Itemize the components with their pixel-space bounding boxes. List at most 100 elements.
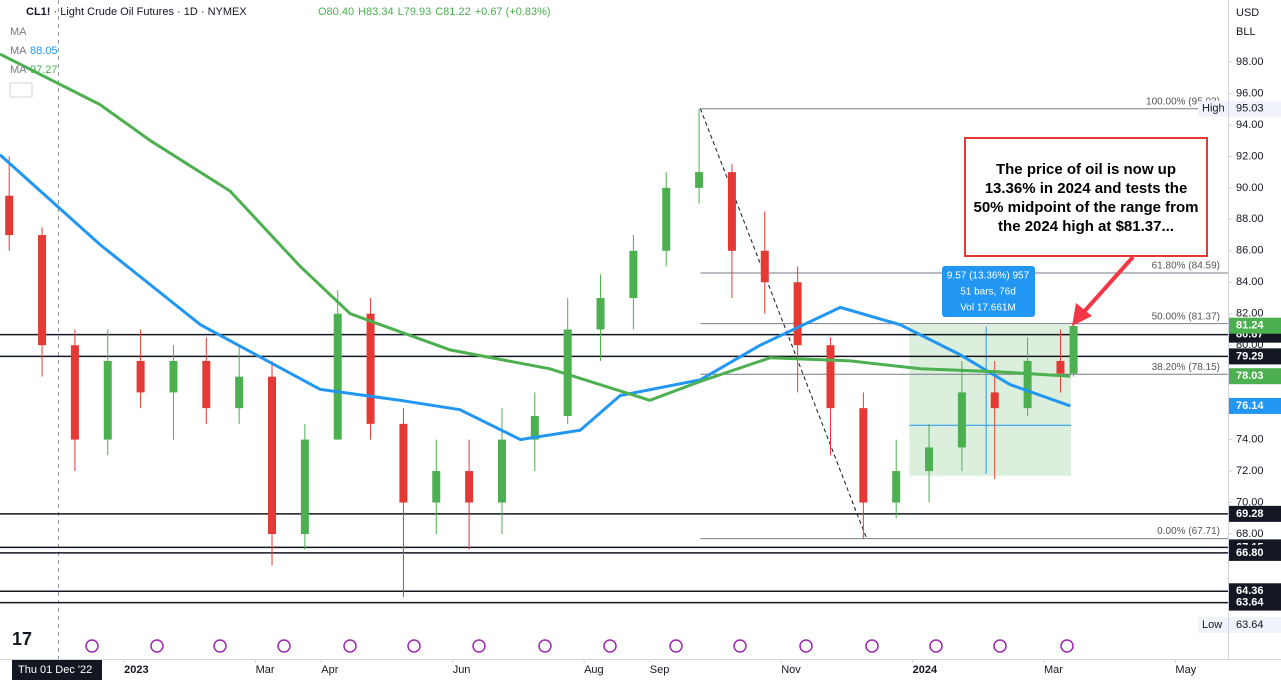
price-badge <box>1229 317 1281 334</box>
candle-body <box>727 172 736 251</box>
plot-area <box>0 0 1228 660</box>
currency-box[interactable] <box>1230 4 1278 20</box>
y-tick-label: 90.00 <box>1236 182 1264 194</box>
fib-label: 0.00% (67.71) <box>1157 526 1220 537</box>
price-badge-label: 79.29 <box>1236 350 1264 362</box>
extreme-box <box>1198 100 1228 117</box>
candle-body <box>235 376 244 409</box>
x-tick-label: May <box>1175 664 1196 676</box>
candle-body <box>859 408 868 503</box>
x-tick-label: Jun <box>453 664 471 676</box>
price-badge-label: 64.36 <box>1236 585 1264 597</box>
header-title: CL1! · Light Crude Oil Futures · 1D · NY… <box>26 6 247 18</box>
quote-value: O80.40 <box>318 6 354 18</box>
candle-body <box>826 345 835 409</box>
legend-value: 88.05 <box>30 45 58 57</box>
separator: · <box>198 6 208 18</box>
annotation-line: 13.36% in 2024 and tests the <box>985 180 1188 197</box>
x-tick-label: Aug <box>584 664 604 676</box>
fib-label: 100.00% (95.03) <box>1146 96 1220 107</box>
price-badge <box>1229 594 1281 611</box>
x-tick-label: Sep <box>650 664 670 676</box>
measure-text: 51 bars, 76d <box>960 287 1016 298</box>
currency[interactable]: USD <box>1236 7 1259 19</box>
candle-body <box>760 250 769 283</box>
candle-body <box>925 447 934 472</box>
quote-value: +0.67 (+0.83%) <box>475 6 551 18</box>
symbol: CL1! <box>26 6 50 18</box>
price-badge <box>1229 397 1281 414</box>
candle-body <box>662 187 671 251</box>
extreme-value: 95.03 <box>1236 103 1264 115</box>
logo: 17 <box>12 629 32 649</box>
annotation-box <box>964 137 1208 257</box>
candle-body <box>957 392 966 448</box>
quote-value: C81.22 <box>435 6 470 18</box>
price-badge-label: 66.80 <box>1236 547 1264 559</box>
candle-body <box>497 439 506 503</box>
annotation-line: the 2024 high at $81.37... <box>998 218 1174 235</box>
crosshair-label: Thu 01 Dec '22 <box>18 664 92 676</box>
legend-name: MA <box>10 45 27 57</box>
x-tick-label: 2024 <box>913 664 938 676</box>
price-badge <box>1229 368 1281 385</box>
price-badge <box>1229 544 1281 561</box>
quote-value: H83.34 <box>358 6 393 18</box>
candle-body <box>5 195 14 236</box>
event-icons <box>85 639 1074 653</box>
price-badge-label: 76.14 <box>1236 400 1264 412</box>
candle-body <box>202 360 211 409</box>
candle-body <box>399 423 408 503</box>
y-tick-label: 84.00 <box>1236 276 1264 288</box>
candle-body <box>629 250 638 298</box>
x-tick-label: Nov <box>781 664 801 676</box>
price-badge <box>1229 505 1281 522</box>
price-badge-label: 81.24 <box>1236 320 1264 332</box>
candle-body <box>70 345 79 440</box>
candle-body <box>268 376 277 535</box>
collapse-button[interactable] <box>9 82 33 98</box>
extreme-label: Low <box>1202 619 1222 631</box>
header-part: Light Crude Oil Futures <box>60 6 174 18</box>
x-tick-label: 2023 <box>124 664 148 676</box>
price-badge-label: 78.03 <box>1236 370 1264 382</box>
unit[interactable]: BLL <box>1236 26 1256 38</box>
y-tick-label: 74.00 <box>1236 434 1264 446</box>
candle-body <box>563 329 572 417</box>
extreme-badge <box>1229 100 1281 117</box>
extreme-label: High <box>1202 103 1225 115</box>
annotation-line: The price of oil is now up <box>996 161 1176 178</box>
moving-average <box>0 52 1071 402</box>
extreme-badge <box>1229 617 1281 633</box>
candle-body <box>333 313 342 440</box>
measure-text: 9.57 (13.36%) 957 <box>947 271 1030 282</box>
x-tick-label: Mar <box>256 664 275 676</box>
header-part: NYMEX <box>208 6 248 18</box>
header-part: 1D <box>184 6 198 18</box>
candle-body <box>1069 326 1078 374</box>
candle-body <box>1023 360 1032 409</box>
legend-name: MA <box>10 26 27 38</box>
x-tick-label: Mar <box>1044 664 1063 676</box>
extreme-box <box>1198 617 1228 633</box>
separator: · <box>50 6 60 18</box>
y-tick-label: 72.00 <box>1236 465 1264 477</box>
moving-average <box>0 153 1071 442</box>
candle-body <box>432 471 441 503</box>
legend-name: MA <box>10 64 27 76</box>
candle-body <box>596 297 605 330</box>
extreme-value: 63.64 <box>1236 619 1264 631</box>
candle-body <box>892 471 901 503</box>
candle-body <box>1056 360 1065 374</box>
fib-label: 38.20% (78.15) <box>1152 362 1220 373</box>
range-box <box>909 324 1071 476</box>
y-tick-label: 94.00 <box>1236 119 1264 131</box>
header: CL1! · Light Crude Oil Futures · 1D · NY… <box>9 6 551 98</box>
annotation: The price of oil is now up 13.36% in 2024… <box>973 161 1198 235</box>
y-tick-label: 86.00 <box>1236 245 1264 257</box>
candle-body <box>465 471 474 503</box>
separator: · <box>174 6 184 18</box>
quote-value: L79.93 <box>398 6 432 18</box>
candle-body <box>136 360 145 393</box>
